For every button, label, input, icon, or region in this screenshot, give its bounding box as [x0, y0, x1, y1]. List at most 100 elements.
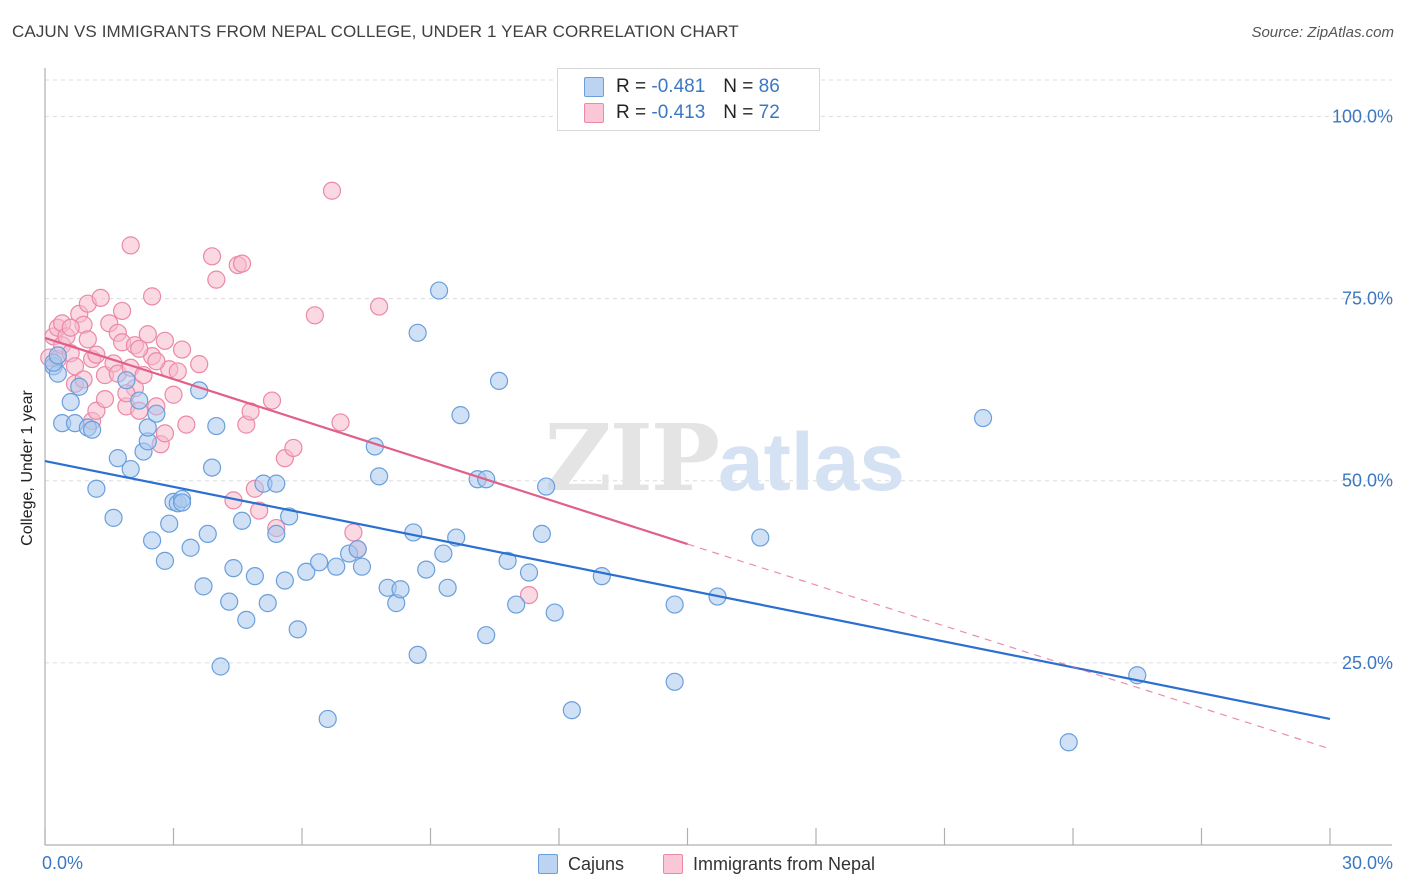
nepal-point	[207, 270, 226, 289]
cajuns-point	[429, 281, 449, 300]
cajuns-points	[44, 281, 1147, 752]
cajuns-point	[224, 559, 243, 578]
cajuns-point	[408, 645, 427, 664]
nepal-point	[164, 385, 183, 404]
nepal-point	[121, 236, 140, 255]
cajuns-point	[537, 477, 556, 496]
cajuns-point	[545, 603, 564, 622]
cajuns-point	[489, 371, 509, 390]
cajuns-point	[417, 560, 436, 579]
cajuns-point	[404, 523, 423, 542]
chart-title: CAJUN VS IMMIGRANTS FROM NEPAL COLLEGE, …	[12, 22, 739, 41]
cajuns-point	[973, 408, 993, 428]
cajuns-point	[280, 507, 299, 526]
nepal-swatch	[584, 103, 604, 123]
cajuns-point	[451, 406, 470, 425]
nepal-point	[284, 438, 303, 458]
nepal-point	[519, 585, 539, 605]
x-tick-label: 0.0%	[42, 853, 83, 873]
nepal-point	[190, 355, 209, 374]
nepal-point	[130, 339, 149, 358]
nepal-point	[142, 287, 162, 306]
bottom-legend-cajuns[interactable]: Cajuns	[538, 852, 624, 876]
nepal-trend-extension	[687, 543, 1331, 750]
bottom-legend-nepal-label: Immigrants from Nepal	[693, 853, 876, 874]
cajuns-point	[408, 323, 427, 342]
cajuns-point	[352, 557, 372, 576]
cajuns-point	[562, 701, 581, 720]
cajuns-point	[592, 567, 611, 586]
y-tick-label: 100.0%	[1332, 106, 1393, 126]
nepal-point	[112, 301, 132, 321]
tick-label-layer: 25.0% 50.0% 75.0% 100.0% 0.0% 30.0%	[42, 106, 1393, 873]
bottom-legend-nepal[interactable]: Immigrants from Nepal	[663, 852, 875, 876]
cajuns-point	[327, 557, 346, 576]
legend-r-value: -0.481	[651, 76, 706, 97]
bottom-legend-cajuns-label: Cajuns	[568, 853, 625, 874]
cajuns-point	[1059, 733, 1078, 752]
cajuns-point	[258, 594, 277, 613]
axis-layer	[44, 68, 1392, 846]
cajuns-point	[507, 595, 526, 614]
cajuns-point	[318, 709, 337, 729]
cajuns-point	[130, 391, 149, 410]
y-tick-label: 75.0%	[1342, 289, 1393, 309]
watermark-atlas: atlas	[718, 417, 905, 508]
nepal-point	[91, 288, 110, 307]
cajuns-point	[108, 449, 127, 468]
cajuns-trend-line	[44, 459, 1331, 721]
legend-row-cajuns: R = -0.481 N = 86	[584, 75, 780, 99]
cajuns-point	[297, 562, 316, 581]
cajuns-point	[117, 371, 136, 390]
legend-r-value: -0.413	[651, 102, 706, 123]
nepal-trend-line	[44, 336, 688, 546]
cajuns-point	[310, 553, 329, 572]
cajuns-swatch	[538, 854, 558, 874]
nepal-point	[250, 501, 269, 520]
cajuns-point	[155, 551, 175, 570]
cajuns-point	[83, 420, 102, 439]
nepal-point	[155, 331, 175, 350]
nepal-point	[322, 181, 342, 200]
nepal-point	[177, 415, 196, 434]
cajuns-point	[665, 595, 684, 614]
legend-r-label: R =	[616, 102, 647, 123]
cajuns-point	[121, 459, 140, 479]
nepal-point	[305, 306, 324, 325]
cajuns-point	[519, 563, 539, 582]
nepal-point	[147, 352, 166, 371]
cajuns-point	[48, 346, 67, 365]
nepal-point	[344, 523, 363, 542]
cajuns-point	[194, 577, 213, 596]
cajuns-point	[220, 592, 239, 611]
cajuns-point	[172, 493, 192, 512]
legend-row-nepal: R = -0.413 N = 72	[584, 101, 780, 125]
cajuns-point	[245, 567, 264, 586]
x-tick-label: 30.0%	[1342, 853, 1393, 873]
cajuns-point	[498, 551, 517, 570]
chart-source: Source: ZipAtlas.com	[1251, 24, 1394, 41]
y-tick-label: 25.0%	[1342, 653, 1393, 673]
cajuns-point	[61, 392, 80, 412]
legend-n-label: N =	[723, 102, 754, 123]
cajuns-point	[665, 672, 684, 691]
nepal-point	[370, 297, 389, 316]
nepal-point	[78, 330, 97, 349]
cajuns-point	[288, 620, 307, 639]
cajuns-point	[267, 474, 286, 493]
nepal-point	[168, 362, 187, 381]
nepal-point	[232, 254, 252, 273]
cajuns-point	[438, 578, 457, 597]
cajuns-point	[207, 416, 226, 436]
nepal-point	[262, 391, 282, 410]
legend-n-label: N =	[723, 76, 754, 97]
cajuns-point	[181, 538, 200, 557]
nepal-point	[95, 390, 115, 409]
cajuns-point	[370, 467, 389, 486]
nepal-point	[61, 318, 80, 337]
nepal-point	[331, 413, 350, 432]
cajuns-point	[434, 544, 453, 563]
legend-n-value: 86	[758, 76, 780, 97]
cajuns-swatch	[584, 77, 604, 97]
cajuns-point	[267, 524, 286, 544]
